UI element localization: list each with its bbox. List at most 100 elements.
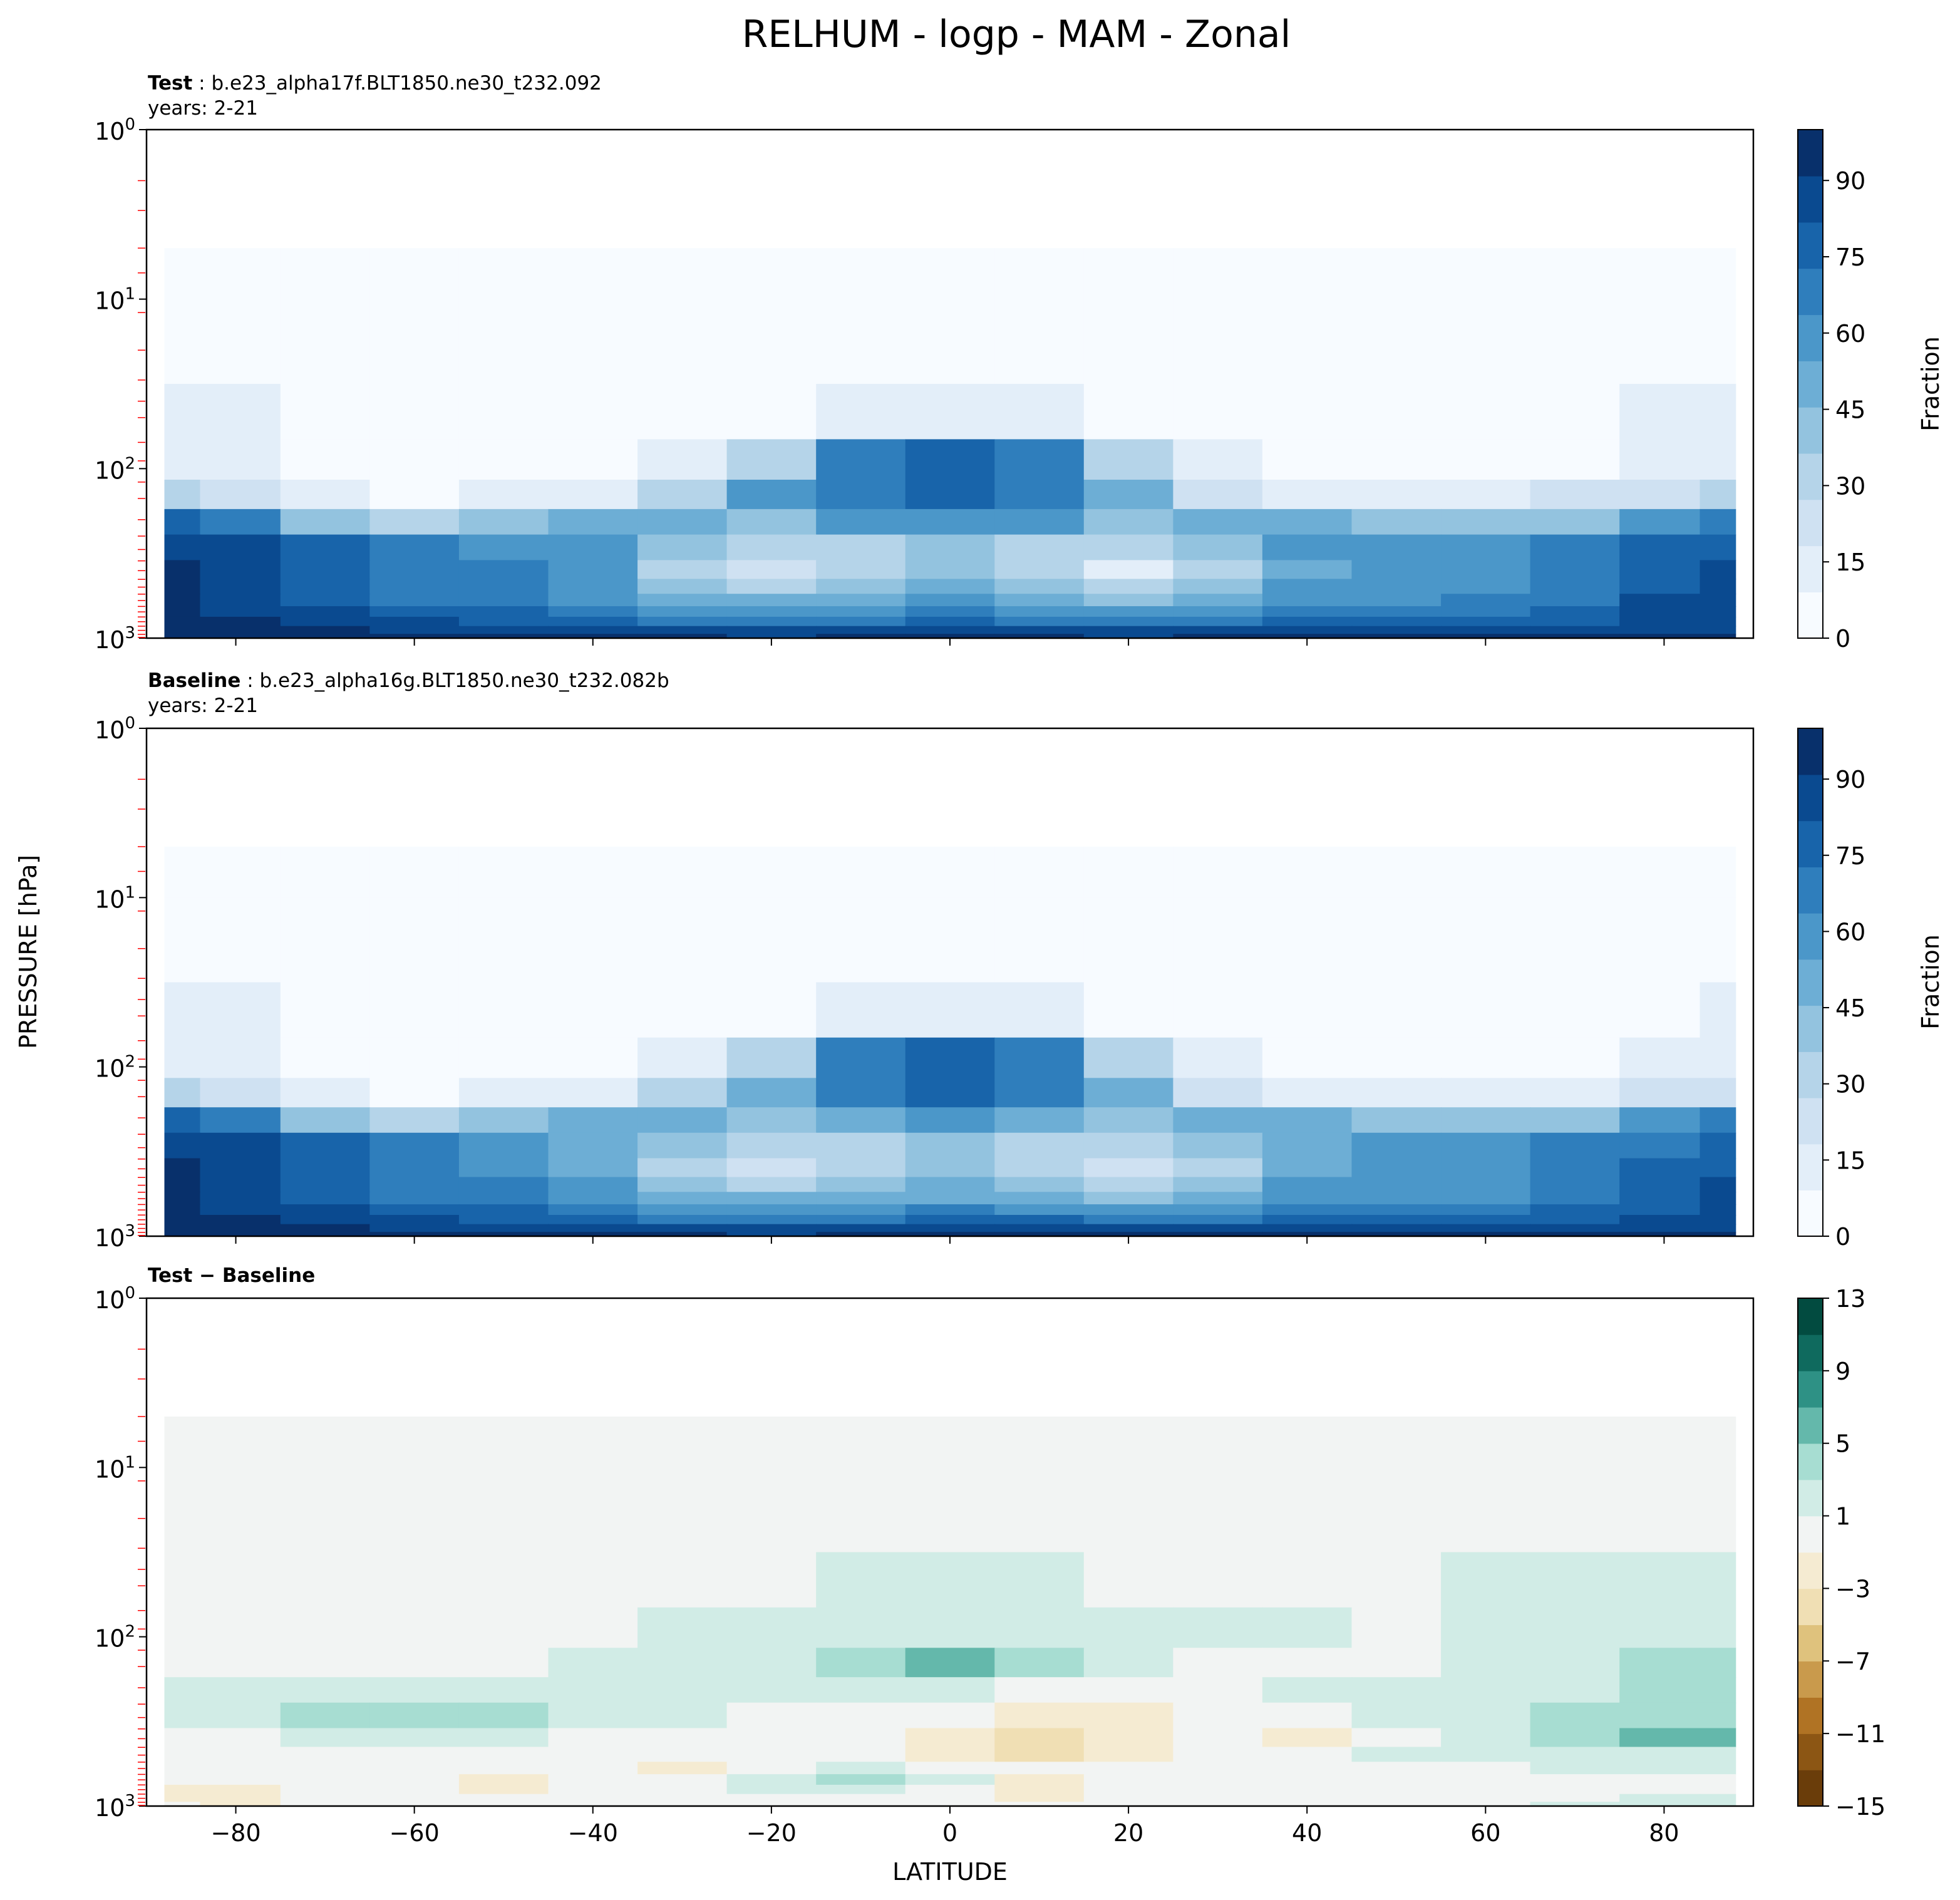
heatmap-cell <box>1619 560 1701 580</box>
heatmap-cell <box>1619 1747 1701 1763</box>
heatmap-cell <box>1351 1215 1442 1225</box>
heatmap-cell <box>1441 1677 1531 1703</box>
heatmap-cell <box>458 634 549 638</box>
heatmap-cell <box>1173 579 1263 594</box>
heatmap-cell <box>164 1232 201 1236</box>
heatmap-cell <box>369 1417 460 1469</box>
heatmap-cell <box>200 1215 281 1225</box>
heatmap-cell <box>458 1224 549 1232</box>
heatmap-cell <box>200 1177 281 1193</box>
colorbar-swatch <box>1798 1515 1823 1553</box>
heatmap-cell <box>1083 1774 1174 1785</box>
heatmap-cell <box>1619 1607 1701 1649</box>
heatmap-cell <box>1083 1158 1174 1178</box>
heatmap-cell <box>369 634 460 638</box>
x-tick-label: −20 <box>746 1819 797 1847</box>
heatmap-cell <box>816 594 906 607</box>
heatmap-cell <box>994 579 1085 594</box>
heatmap-cell <box>200 1158 281 1178</box>
colorbar-tick-label: 90 <box>1835 167 1865 195</box>
heatmap-cell <box>200 509 281 535</box>
heatmap-cell <box>458 1794 549 1802</box>
heatmap-cell <box>548 1677 638 1703</box>
heatmap-cell <box>1262 248 1353 300</box>
heatmap-cell <box>637 1677 728 1703</box>
heatmap-cell <box>369 594 460 607</box>
heatmap-cell <box>369 1774 460 1785</box>
colorbar-swatch <box>1798 1298 1823 1335</box>
heatmap-cell <box>1173 1794 1263 1802</box>
colorbar-tick-label: 15 <box>1835 549 1865 576</box>
colorbar-swatch <box>1798 1190 1823 1237</box>
heatmap-cell <box>905 579 996 594</box>
heatmap-cell <box>1351 1177 1442 1193</box>
colorbar: 0 15 30 45 60 75 90 <box>1797 728 1865 1251</box>
heatmap-cell <box>548 299 638 385</box>
colorbar-frame <box>1797 1298 1823 1807</box>
heatmap-cell <box>994 1132 1085 1159</box>
heatmap-cell <box>1530 616 1620 627</box>
heatmap-cell <box>548 606 638 617</box>
heatmap-cell <box>1262 1702 1353 1729</box>
heatmap-cell <box>1441 606 1531 617</box>
heatmap-cell <box>1083 616 1174 627</box>
heatmap-cell <box>905 1648 996 1678</box>
heatmap-cell <box>164 606 201 617</box>
heatmap-cell <box>1083 1677 1174 1703</box>
heatmap-cell <box>164 509 201 535</box>
heatmap-cell <box>200 616 281 627</box>
heatmap-cell <box>1351 579 1442 594</box>
heatmap-cell <box>280 534 371 561</box>
heatmap-cell <box>1530 626 1620 634</box>
heatmap-cell <box>905 1467 996 1553</box>
heatmap-cell <box>1619 634 1701 638</box>
heatmap-cell <box>994 897 1085 983</box>
heatmap-cell <box>1173 606 1263 617</box>
heatmap-cell <box>280 248 371 300</box>
heatmap-cell <box>905 982 996 1038</box>
y-tick-exponent: 1 <box>125 285 135 304</box>
heatmap-cell <box>1441 1215 1531 1225</box>
y-tick-exponent: 0 <box>125 1284 135 1303</box>
heatmap-cell <box>1619 439 1701 480</box>
heatmap-cell <box>280 1648 371 1678</box>
heatmap-cell <box>816 1747 906 1763</box>
heatmap-cell <box>164 1607 201 1649</box>
heatmap-cell <box>1619 897 1701 983</box>
heatmap-cell <box>637 439 728 480</box>
heatmap-cell <box>726 1607 817 1649</box>
heatmap-cell <box>1173 982 1263 1038</box>
figure-title: RELHUM - logp - MAM - Zonal <box>742 13 1291 56</box>
heatmap-cell <box>1530 634 1620 638</box>
heatmap-cell <box>1619 509 1701 535</box>
heatmap-cell <box>369 1467 460 1553</box>
heatmap-cell <box>369 1802 460 1806</box>
heatmap-cell <box>1351 1802 1442 1806</box>
heatmap-cell <box>1351 1552 1442 1608</box>
heatmap-cell <box>905 1702 996 1729</box>
colorbar-tick-label: 30 <box>1835 1071 1865 1098</box>
heatmap-cell <box>1700 1762 1736 1775</box>
heatmap-cell <box>200 480 281 510</box>
heatmap-cell <box>905 1132 996 1159</box>
heatmap-cell <box>458 594 549 607</box>
heatmap-cell <box>1083 1107 1174 1133</box>
heatmap-cell <box>816 1204 906 1216</box>
heatmap-cell <box>548 1552 638 1608</box>
heatmap-cell <box>726 1802 817 1806</box>
heatmap-cell <box>458 1177 549 1193</box>
heatmap-cell <box>1700 299 1736 385</box>
heatmap-cell <box>548 634 638 638</box>
heatmap-cell <box>816 1417 906 1469</box>
colorbar-tick-label: −11 <box>1835 1720 1885 1748</box>
heatmap-cell <box>1441 480 1531 510</box>
colorbar-frame <box>1797 129 1823 639</box>
heatmap-cell <box>1441 1417 1531 1469</box>
heatmap-cell <box>200 1417 281 1469</box>
heatmap-cell <box>1700 594 1736 607</box>
heatmap-cell <box>548 594 638 607</box>
colorbar-swatch <box>1798 774 1823 822</box>
heatmap-cell <box>369 1648 460 1678</box>
panel-baseline-years: years: 2-21 <box>148 694 258 717</box>
y-tick-exponent: 3 <box>125 1792 135 1810</box>
